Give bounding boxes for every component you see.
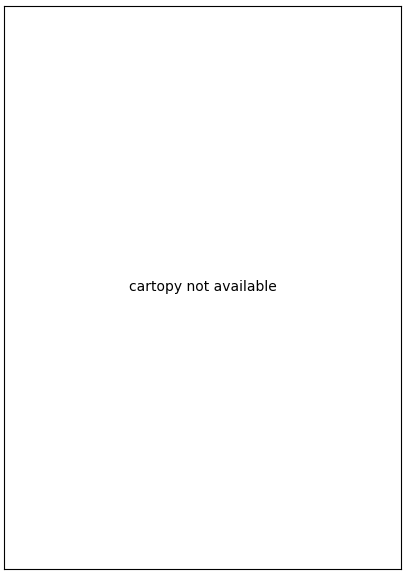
Text: cartopy not available: cartopy not available (129, 281, 276, 294)
